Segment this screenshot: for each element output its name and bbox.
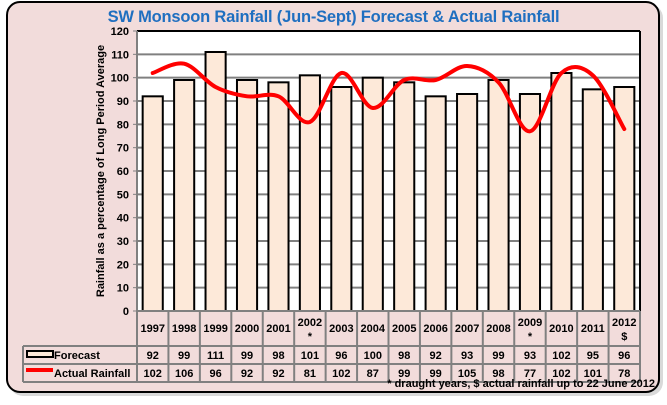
- data-label-forecast: 99: [241, 350, 253, 362]
- data-label-forecast: 102: [552, 350, 570, 362]
- data-label-forecast: 99: [178, 350, 190, 362]
- x-tick-label: 2001: [266, 323, 290, 335]
- chart-title: SW Monsoon Rainfall (Jun-Sept) Forecast …: [107, 8, 560, 26]
- x-tick-label: 2008: [486, 323, 510, 335]
- y-axis-label: Rainfall as a percentage of Long Period …: [95, 45, 107, 297]
- bar-forecast-2006: [424, 95, 447, 313]
- bar-forecast-2007: [456, 93, 479, 312]
- y-tick-label: 20: [117, 259, 129, 271]
- data-label-forecast: 101: [301, 350, 319, 362]
- data-label-actual: 99: [398, 368, 410, 380]
- y-tick-label: 110: [111, 49, 129, 61]
- y-tick-label: 90: [117, 96, 129, 108]
- legend-label-actual: Actual Rainfall: [54, 368, 130, 380]
- legend-label-forecast: Forecast: [54, 350, 100, 362]
- bar-forecast-2004: [361, 76, 384, 312]
- x-tick-label: 1997: [140, 323, 164, 335]
- data-label-actual: 102: [144, 368, 162, 380]
- x-tick-label: 2002: [298, 317, 322, 329]
- y-tick-label: 50: [117, 189, 129, 201]
- data-label-actual: 96: [209, 368, 221, 380]
- data-label-forecast: 93: [461, 350, 473, 362]
- y-tick-label: 30: [117, 236, 129, 248]
- data-label-forecast: 95: [587, 350, 599, 362]
- data-label-actual: 87: [367, 368, 379, 380]
- data-label-forecast: 92: [430, 350, 442, 362]
- bar-forecast-2011: [581, 88, 604, 313]
- data-label-actual: 99: [430, 368, 442, 380]
- x-tick-label: 2011: [581, 323, 605, 335]
- x-tick-label: 1998: [172, 323, 196, 335]
- data-label-actual: 101: [584, 368, 602, 380]
- data-label-actual: 77: [524, 368, 536, 380]
- line-actual-rainfall: [150, 61, 627, 134]
- data-label-actual: 78: [618, 368, 630, 380]
- data-label-actual: 81: [304, 368, 316, 380]
- x-tick-label: 2012: [612, 317, 636, 329]
- bar-forecast-2010: [550, 72, 573, 312]
- data-label-forecast: 96: [618, 350, 630, 362]
- x-tick-mark-label: $: [621, 331, 627, 343]
- data-label-actual: 105: [458, 368, 476, 380]
- x-tick-label: 2003: [329, 323, 353, 335]
- x-tick-label: 2005: [392, 323, 416, 335]
- data-label-actual: 92: [241, 368, 253, 380]
- y-tick-label: 0: [123, 306, 129, 318]
- data-label-forecast: 98: [272, 350, 284, 362]
- data-label-actual: 106: [175, 368, 193, 380]
- y-tick-label: 100: [111, 73, 129, 85]
- data-label-actual: 92: [272, 368, 284, 380]
- x-tick-mark-label: *: [528, 331, 533, 343]
- footnote: * draught years, $ actual rainfall up to…: [387, 378, 655, 390]
- bar-forecast-1997: [141, 95, 164, 313]
- data-label-forecast: 92: [147, 350, 159, 362]
- y-tick-label: 10: [117, 283, 129, 295]
- data-label-forecast: 99: [492, 350, 504, 362]
- x-tick-label: 2009: [518, 317, 542, 329]
- bar-forecast-2012: [613, 86, 636, 312]
- y-tick-label: 60: [117, 166, 129, 178]
- x-tick-label: 2010: [549, 323, 573, 335]
- legend-key-forecast: [26, 350, 54, 358]
- bar-forecast-2001: [267, 81, 290, 313]
- data-label-actual: 98: [492, 368, 504, 380]
- data-label-forecast: 96: [335, 350, 347, 362]
- bar-forecast-2003: [330, 86, 353, 312]
- y-tick-label: 40: [117, 213, 129, 225]
- data-label-forecast: 111: [207, 350, 224, 362]
- bar-forecast-1998: [173, 79, 196, 312]
- x-tick-mark-label: *: [308, 331, 313, 343]
- bar-forecast-2005: [393, 81, 416, 313]
- data-label-actual: 102: [332, 368, 350, 380]
- x-tick-label: 1999: [203, 323, 227, 335]
- data-label-forecast: 93: [524, 350, 536, 362]
- y-tick-label: 70: [117, 143, 129, 155]
- x-tick-label: 2006: [423, 323, 447, 335]
- data-label-forecast: 98: [398, 350, 410, 362]
- y-tick-label: 120: [111, 26, 129, 38]
- y-tick-label: 80: [117, 119, 129, 131]
- bar-forecast-2008: [487, 79, 510, 312]
- x-tick-label: 2007: [455, 323, 479, 335]
- x-tick-label: 2004: [361, 323, 386, 335]
- bar-forecast-2000: [235, 79, 259, 312]
- x-tick-label: 2000: [235, 323, 259, 335]
- data-label-actual: 102: [552, 368, 570, 380]
- data-label-forecast: 100: [364, 350, 382, 362]
